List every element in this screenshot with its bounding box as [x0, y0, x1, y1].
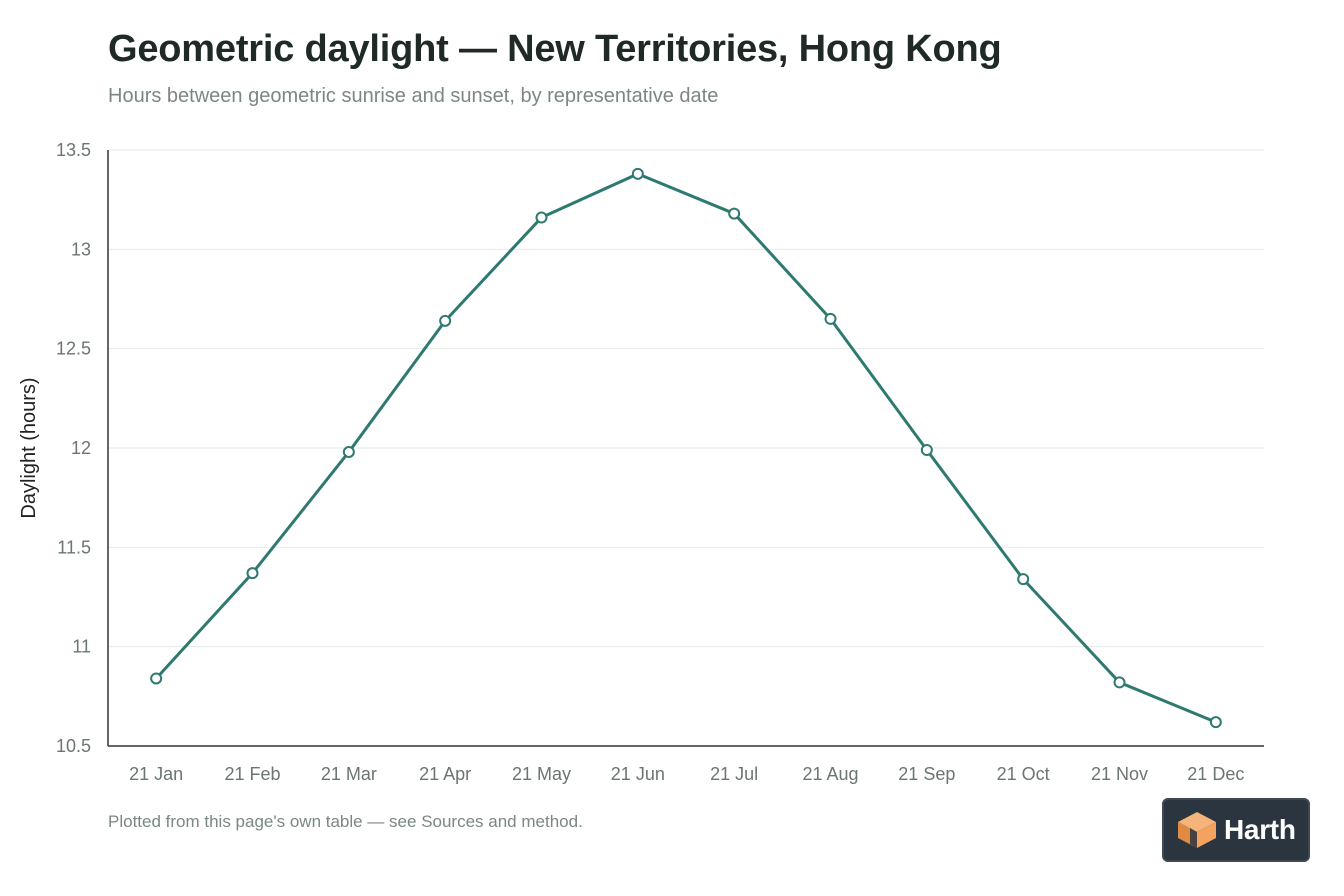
data-point	[922, 445, 932, 455]
data-point	[1115, 677, 1125, 687]
data-point	[1018, 574, 1028, 584]
y-tick-label: 11	[72, 637, 91, 657]
y-tick-label: 12.5	[56, 339, 91, 359]
x-tick-label: 21 Sep	[898, 764, 955, 784]
data-point	[633, 169, 643, 179]
y-tick-label: 13	[71, 239, 91, 259]
logo-text: Harth	[1224, 814, 1296, 846]
data-point	[151, 673, 161, 683]
data-point	[1211, 717, 1221, 727]
x-tick-label: 21 Oct	[997, 764, 1050, 784]
harth-logo: Harth	[1162, 798, 1310, 862]
x-tick-label: 21 Mar	[321, 764, 377, 784]
data-point	[729, 209, 739, 219]
harth-cube-icon	[1176, 810, 1218, 850]
x-tick-label: 21 Jul	[710, 764, 758, 784]
data-point	[826, 314, 836, 324]
y-tick-label: 13.5	[56, 140, 91, 160]
y-tick-label: 11.5	[57, 537, 91, 557]
x-tick-label: 21 Aug	[802, 764, 858, 784]
data-point	[248, 568, 258, 578]
y-tick-label: 12	[71, 438, 91, 458]
chart-footnote: Plotted from this page's own table — see…	[108, 812, 583, 832]
x-tick-label: 21 Apr	[419, 764, 471, 784]
data-point	[440, 316, 450, 326]
y-axis-label: Daylight (hours)	[18, 377, 40, 518]
data-point	[537, 213, 547, 223]
y-tick-label: 10.5	[56, 736, 91, 756]
x-tick-label: 21 Jun	[611, 764, 665, 784]
data-point	[344, 447, 354, 457]
x-tick-label: 21 Nov	[1091, 764, 1148, 784]
x-tick-label: 21 Feb	[224, 764, 280, 784]
x-tick-label: 21 Dec	[1187, 764, 1244, 784]
x-tick-label: 21 Jan	[129, 764, 183, 784]
x-tick-label: 21 May	[512, 764, 571, 784]
